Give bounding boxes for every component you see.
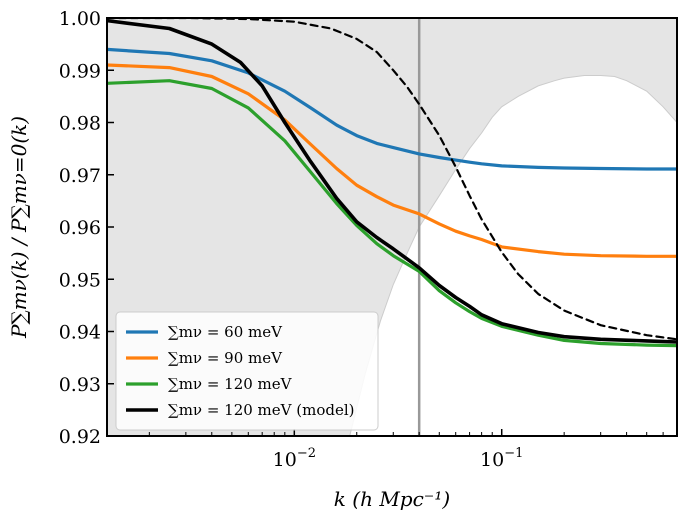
series-line-2: [107, 63, 677, 258]
legend: ∑mν = 60 meV ∑mν = 90 meV ∑mν = 120 meV ∑mν…: [115, 311, 379, 431]
legend-label: ∑mν = 90 meV: [168, 349, 283, 367]
series-group: [107, 18, 677, 348]
y-tick-label: 0.95: [59, 269, 101, 291]
x-tick-label: 10−2: [273, 446, 316, 471]
x-axis: 10−2 10−1: [148, 429, 664, 471]
series-line-5: [107, 18, 677, 341]
legend-box: [115, 311, 379, 431]
y-tick-label: 0.93: [59, 374, 101, 396]
x-axis-label: k (h Mpc⁻¹): [334, 487, 450, 511]
series-line-3: [107, 79, 677, 348]
series-line-1: [107, 47, 677, 171]
y-tick-label: 0.96: [59, 217, 101, 239]
y-axis: 0.92 0.93 0.94 0.95 0.96 0.97 0.98 0.99 1.00: [59, 8, 114, 448]
y-tick-label: 0.94: [59, 322, 101, 344]
x-tick-label: 10−1: [480, 446, 523, 471]
y-tick-label: 0.97: [59, 165, 101, 187]
legend-label: ∑mν = 120 meV: [168, 375, 293, 393]
legend-label: ∑mν = 60 meV: [168, 323, 283, 341]
y-tick-label: 0.98: [59, 113, 101, 135]
y-tick-label: 0.99: [59, 60, 101, 82]
y-axis-label: P∑mν(k) / P∑mν=0(k): [7, 116, 31, 339]
y-tick-label: 1.00: [59, 8, 101, 30]
y-tick-label: 0.92: [59, 426, 101, 448]
series-line-4: [107, 18, 677, 344]
legend-label: ∑mν = 120 meV (model): [168, 401, 355, 419]
